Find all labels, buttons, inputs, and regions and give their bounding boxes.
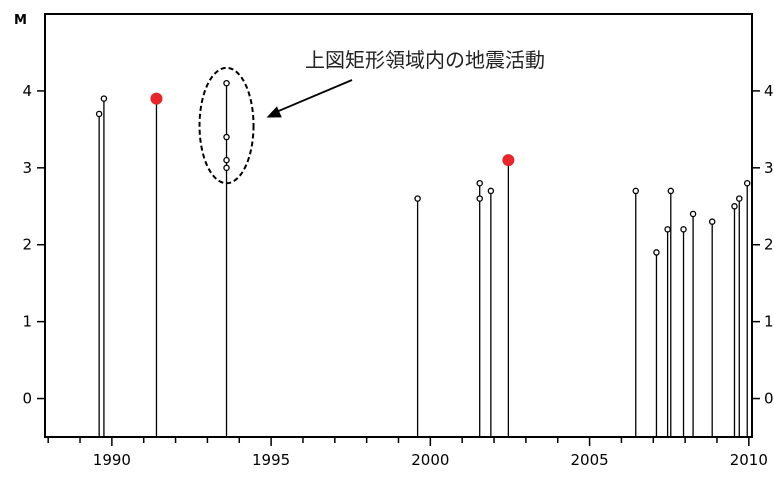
data-point	[95, 110, 103, 118]
data-point	[223, 164, 230, 172]
data-point	[223, 156, 230, 164]
data-point	[487, 187, 495, 195]
y-tick-label-right: 4	[764, 82, 774, 100]
data-point	[653, 249, 660, 256]
y-tick-label-left: 3	[22, 159, 32, 177]
x-tick-label: 2010	[730, 451, 768, 469]
data-point	[476, 179, 483, 187]
data-point	[689, 210, 697, 218]
data-point	[664, 226, 671, 233]
data-point	[731, 203, 738, 210]
y-tick-label-right: 0	[764, 390, 774, 408]
y-tick-label-left: 2	[22, 236, 32, 254]
y-axis-label: M	[14, 13, 27, 28]
data-point	[743, 179, 751, 187]
x-tick-label: 1990	[93, 451, 131, 469]
annotation-arrow-head	[266, 106, 282, 118]
y-tick-label-right: 1	[764, 313, 774, 331]
x-tick-label: 1995	[252, 451, 290, 469]
y-tick-label-left: 0	[22, 390, 32, 408]
data-point	[736, 195, 743, 202]
data-point	[414, 195, 421, 202]
data-point	[476, 195, 483, 202]
data-point	[100, 95, 108, 102]
x-tick-label: 2005	[570, 451, 608, 469]
y-tick-label-right: 3	[764, 159, 774, 177]
highlight-point	[502, 154, 515, 167]
data-point	[708, 218, 716, 225]
x-tick-label: 2000	[411, 451, 449, 469]
annotation-label: 上図矩形領域内の地震活動	[305, 48, 545, 72]
annotation: 上図矩形領域内の地震活動	[198, 48, 545, 185]
stem-series	[95, 79, 751, 437]
highlight-point	[150, 92, 163, 105]
data-point	[667, 187, 675, 195]
axis-ticks: 1990 1995 2000 2005 2010 0 0 1 1 2 2 3 3 4 4	[22, 82, 773, 469]
annotation-arrow-shaft	[272, 79, 353, 115]
y-tick-label-right: 2	[764, 236, 774, 254]
data-point	[223, 79, 230, 87]
y-tick-label-left: 4	[22, 82, 32, 100]
data-point	[680, 226, 687, 233]
annotation-ellipse	[198, 66, 255, 185]
y-tick-label-left: 1	[22, 313, 32, 331]
plot-frame	[44, 13, 753, 438]
data-point	[223, 133, 230, 141]
data-point	[632, 187, 640, 195]
